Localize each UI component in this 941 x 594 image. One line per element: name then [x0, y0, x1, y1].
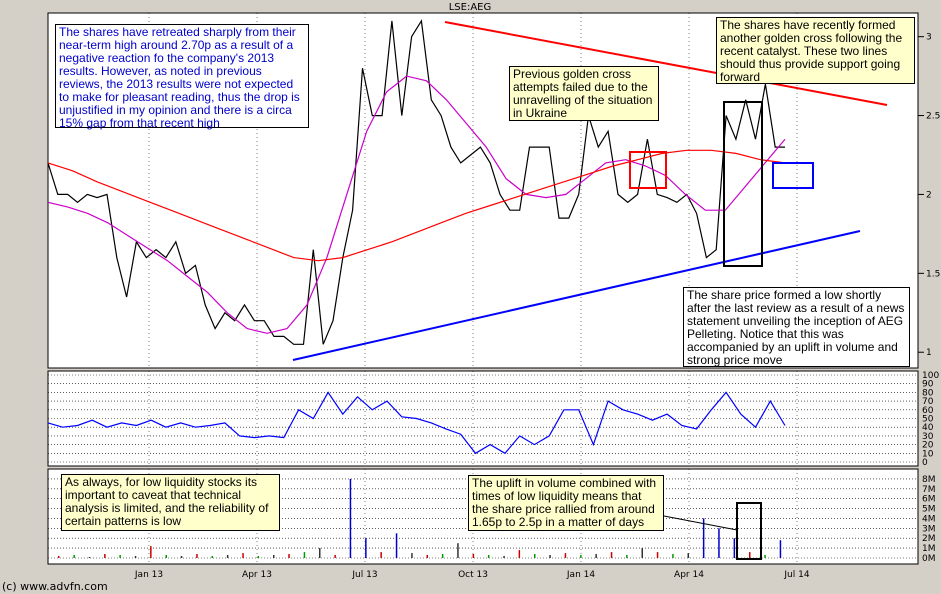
volume-bar	[441, 554, 444, 558]
volume-tick-label: 0M	[922, 554, 936, 564]
x-tick-label: Apr 13	[242, 570, 272, 580]
volume-spike-box	[736, 502, 762, 560]
volume-bar	[242, 553, 244, 558]
volume-bar	[764, 555, 766, 558]
indicator-tick-label: 30	[922, 432, 934, 442]
indicator-tick-label: 80	[922, 388, 934, 398]
annotation-volume-uplift: The uplift in volume combined with times…	[468, 475, 664, 531]
price-tick-label: 2.5	[926, 112, 940, 122]
volume-bar	[549, 555, 551, 558]
volume-bar	[595, 554, 597, 558]
volume-bar	[134, 556, 137, 558]
price-tick-label: 1.5	[926, 269, 940, 279]
volume-bar	[749, 552, 751, 558]
indicator-tick-label: 90	[922, 380, 934, 390]
volume-bar	[380, 552, 382, 558]
volume-bar	[196, 554, 198, 558]
volume-tick-label: 3M	[922, 524, 936, 534]
volume-bar	[395, 533, 398, 558]
x-tick-label: Jul 14	[783, 570, 809, 580]
moving-average-long	[47, 149, 786, 262]
annotation-retreat: The shares have retreated sharply from t…	[55, 24, 309, 130]
volume-bar	[180, 556, 183, 558]
x-tick-label: Jan 13	[134, 570, 163, 580]
volume-tick-label: 8M	[922, 475, 936, 485]
volume-bar	[641, 548, 643, 558]
volume-tick-label: 5M	[922, 505, 936, 515]
indicator-tick-label: 40	[922, 423, 934, 433]
indicator-tick-label: 100	[922, 371, 939, 381]
volume-bar	[334, 555, 336, 558]
volume-tick-label: 1M	[922, 544, 936, 554]
volume-callout-line	[663, 515, 738, 531]
volume-bar	[349, 478, 352, 558]
price-tick-label: 2	[926, 190, 932, 200]
volume-bar	[687, 553, 689, 558]
volume-bar	[672, 554, 674, 558]
volume-bar	[319, 548, 321, 558]
volume-bar	[303, 552, 306, 558]
volume-bar	[733, 538, 736, 558]
volume-bar	[58, 556, 60, 558]
moving-average-short	[47, 75, 786, 334]
volume-bar	[150, 546, 152, 558]
volume-bar	[718, 528, 720, 558]
credit: (c) www.advfn.com	[2, 580, 108, 593]
volume-tick-label: 2M	[922, 534, 936, 544]
volume-tick-label: 4M	[922, 514, 936, 524]
annotation-liquidity: As always, for low liquidity stocks its …	[61, 474, 280, 531]
blue-cross-box	[772, 162, 814, 189]
x-tick-label: Apr 14	[674, 570, 704, 580]
indicator-tick-label: 70	[922, 397, 934, 407]
price-line	[47, 19, 785, 345]
volume-bar	[457, 543, 459, 558]
black-spike-box	[723, 101, 763, 267]
volume-bar	[626, 555, 628, 558]
price-tick-label: 3	[926, 33, 932, 43]
volume-bar	[411, 553, 413, 558]
volume-bar	[73, 555, 75, 558]
annotation-low: The share price formed a low shortly aft…	[683, 287, 910, 367]
volume-bar	[226, 555, 229, 558]
volume-bar	[503, 556, 505, 558]
indicator-tick-label: 60	[922, 406, 934, 416]
volume-bar	[257, 556, 260, 558]
red-cross-box	[629, 151, 667, 189]
volume-bar	[534, 554, 536, 558]
volume-bar	[273, 555, 275, 558]
volume-bar	[702, 518, 705, 558]
indicator-tick-label: 20	[922, 441, 934, 451]
annotation-failed-cross: Previous golden cross attempts failed du…	[509, 66, 659, 121]
volume-tick-label: 6M	[922, 495, 936, 505]
volume-bar	[365, 538, 367, 558]
annotation-golden-cross: The shares have recently formed another …	[716, 17, 915, 84]
volume-tick-label: 7M	[922, 485, 936, 495]
indicator-tick-label: 10	[922, 449, 934, 459]
volume-bar	[656, 552, 659, 558]
volume-bar	[564, 553, 567, 558]
indicator-tick-label: 0	[922, 458, 928, 468]
volume-bar	[472, 554, 475, 558]
support-trendline	[292, 230, 861, 361]
volume-bar	[211, 556, 213, 558]
x-tick-label: Jan 14	[566, 570, 595, 580]
volume-bar	[104, 554, 106, 558]
volume-bar	[518, 550, 521, 558]
chart-title: LSE:AEG	[449, 2, 492, 13]
indicator-tick-label: 50	[922, 415, 934, 425]
price-tick-label: 1	[926, 348, 932, 358]
volume-bar	[779, 540, 782, 558]
indicator-line	[47, 391, 786, 455]
volume-bar	[426, 555, 428, 558]
volume-bar	[119, 555, 121, 558]
volume-bar	[288, 554, 290, 558]
x-tick-label: Oct 13	[458, 570, 488, 580]
x-tick-label: Jul 13	[351, 570, 377, 580]
volume-bar	[165, 555, 167, 558]
volume-bar	[487, 555, 490, 558]
volume-bar	[88, 557, 91, 558]
volume-bar	[580, 555, 582, 558]
volume-bar	[610, 552, 613, 558]
resistance-trendline	[444, 21, 888, 106]
